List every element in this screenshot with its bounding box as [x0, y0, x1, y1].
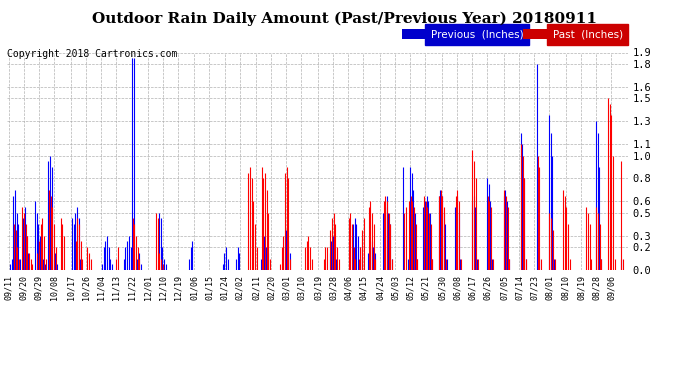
- Legend: Previous  (Inches), Past  (Inches): Previous (Inches), Past (Inches): [402, 29, 622, 40]
- Text: Outdoor Rain Daily Amount (Past/Previous Year) 20180911: Outdoor Rain Daily Amount (Past/Previous…: [92, 11, 598, 26]
- Text: Copyright 2018 Cartronics.com: Copyright 2018 Cartronics.com: [7, 49, 177, 59]
